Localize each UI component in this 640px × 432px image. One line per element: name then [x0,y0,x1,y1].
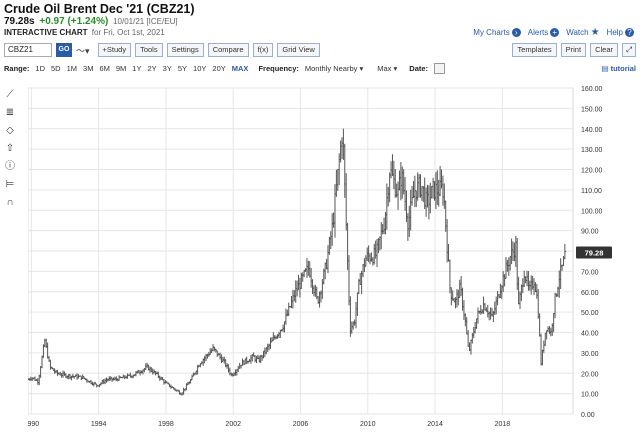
max-value: Max [377,63,392,73]
calendar-icon[interactable] [434,62,446,74]
fibonacci-icon[interactable]: ≣ [5,107,15,118]
chart-subtitle: INTERACTIVE CHART for Fri, Oct 1st, 2021 [4,28,165,37]
last-price-label: 79.28 [585,248,604,257]
y-tick-label: 140.00 [581,127,603,134]
help-icon: ? [625,28,634,37]
range-6m[interactable]: 6M [99,63,110,73]
range-bar: Range: 1D 5D 1M 3M 6M 9M 1Y 2Y 3Y 5Y 10Y 20Y MAX Fre… [4,62,636,74]
price-chart[interactable]: 160.00 150.00 140.00 130.00 120.00 110.00 100.… [24,82,640,432]
print-button[interactable]: Print [560,43,587,57]
trendline-icon[interactable]: ⟋ [6,89,14,100]
y-tick-label: 10.00 [581,392,599,399]
my-charts-link[interactable]: My Charts › [473,28,521,37]
x-tick-label: 2010 [360,421,376,428]
date-label: Date: [409,63,429,73]
fx-button[interactable]: f(x) [252,43,274,57]
watch-link[interactable]: Watch ★ [566,27,599,38]
my-charts-label: My Charts [473,28,510,37]
shape-icon[interactable]: ◇ [6,125,14,136]
range-1d[interactable]: 1D [35,63,46,73]
y-tick-label: 20.00 [581,371,599,378]
tutorial-link[interactable]: ▤ tutorial [601,63,636,73]
star-icon: ★ [590,27,600,38]
go-button[interactable]: GO [56,43,72,57]
plus-icon: + [550,28,560,37]
arrow-icon[interactable]: ⇧ [5,143,15,154]
clear-button[interactable]: Clear [590,43,618,57]
range-9m[interactable]: 9M [115,63,127,73]
quote-meta: 10/01/21 [ICE/EU] [113,17,178,26]
frequency-select[interactable]: Monthly Nearby ▾ [304,63,364,73]
tutorial-label: tutorial [610,63,636,73]
range-1y[interactable]: 1Y [132,63,142,73]
settings-button[interactable]: Settings [166,43,204,57]
range-3m[interactable]: 3M [83,63,94,73]
y-tick-label: 70.00 [581,269,599,276]
y-tick-label: 130.00 [581,147,603,154]
x-tick-label: 1998 [158,421,174,428]
drawing-tools: ⟋ ≣ ◇ ⇧ ⓘ ⊨ ∩ [3,88,19,214]
help-link[interactable]: Help ? [607,28,634,37]
range-3y[interactable]: 3Y [162,63,172,73]
x-tick-label: 2006 [293,421,309,428]
y-tick-label: 30.00 [581,351,599,358]
range-10y[interactable]: 10Y [193,63,207,73]
chart-toolbar: CBZ21 GO 〜▾ +Study Tools Settings Compar… [4,42,636,58]
range-5y[interactable]: 5Y [177,63,188,73]
y-tick-label: 50.00 [581,310,599,317]
quote-line: 79.28s +0.97 (+1.24%) 10/01/21 [ICE/EU] [4,16,178,27]
y-tick-label: 100.00 [581,208,603,215]
watch-label: Watch [566,28,589,37]
compare-button[interactable]: Compare [207,43,249,57]
chart-style-dropdown[interactable]: 〜▾ [76,45,90,56]
y-tick-label: 0.00 [581,412,595,419]
last-price: 79.28s [4,16,35,27]
range-20y[interactable]: 20Y [212,63,226,73]
chevron-right-icon: › [511,28,521,37]
alerts-link[interactable]: Alerts + [527,28,560,37]
range-1m[interactable]: 1M [66,63,78,73]
tools-button[interactable]: Tools [135,43,163,57]
y-tick-label: 40.00 [581,331,599,338]
x-tick-label: 1994 [91,421,107,428]
chart-label: INTERACTIVE CHART [4,28,88,37]
x-tick-label: 2002 [225,421,241,428]
annotation-icon[interactable]: ⊨ [5,179,15,190]
range-5d[interactable]: 5D [51,63,61,73]
y-tick-label: 60.00 [581,290,599,297]
add-study-button[interactable]: +Study [97,43,132,57]
top-right-links: My Charts › Alerts + Watch ★ Help ? [473,27,634,38]
x-tick-label: 2018 [495,421,511,428]
range-2y[interactable]: 2Y [147,63,157,73]
magnet-icon[interactable]: ∩ [6,197,14,208]
y-tick-label: 120.00 [581,168,603,175]
grid-view-button[interactable]: Grid View [277,43,320,57]
alerts-label: Alerts [527,28,549,37]
x-tick-label: 1990 [28,421,39,428]
y-tick-label: 90.00 [581,229,599,236]
frequency-value: Monthly Nearby [304,63,358,73]
info-icon[interactable]: ⓘ [5,161,15,172]
templates-button[interactable]: Templates [512,43,557,57]
price-change: +0.97 (+1.24%) [39,16,109,27]
range-list: 1D 5D 1M 3M 6M 9M 1Y 2Y 3Y 5Y 10Y 20Y MAX [35,64,248,73]
chart-date: for Fri, Oct 1st, 2021 [91,28,165,37]
range-max[interactable]: MAX [231,63,249,73]
symbol-input[interactable]: CBZ21 [4,43,52,57]
frequency-label: Frequency: [258,63,299,73]
price-chart-svg[interactable]: 160.00 150.00 140.00 130.00 120.00 110.00 100.… [24,82,640,432]
page-title: Crude Oil Brent Dec '21 (CBZ21) [4,2,195,16]
y-tick-label: 160.00 [581,86,603,93]
y-tick-label: 150.00 [581,106,603,113]
range-label: Range: [4,63,30,73]
y-tick-label: 110.00 [581,188,602,195]
help-label: Help [606,28,623,37]
max-select[interactable]: Max ▾ [377,63,398,73]
last-price-tag [576,246,612,259]
x-tick-label: 2014 [427,421,443,428]
expand-icon[interactable]: ⤢ [622,43,636,57]
